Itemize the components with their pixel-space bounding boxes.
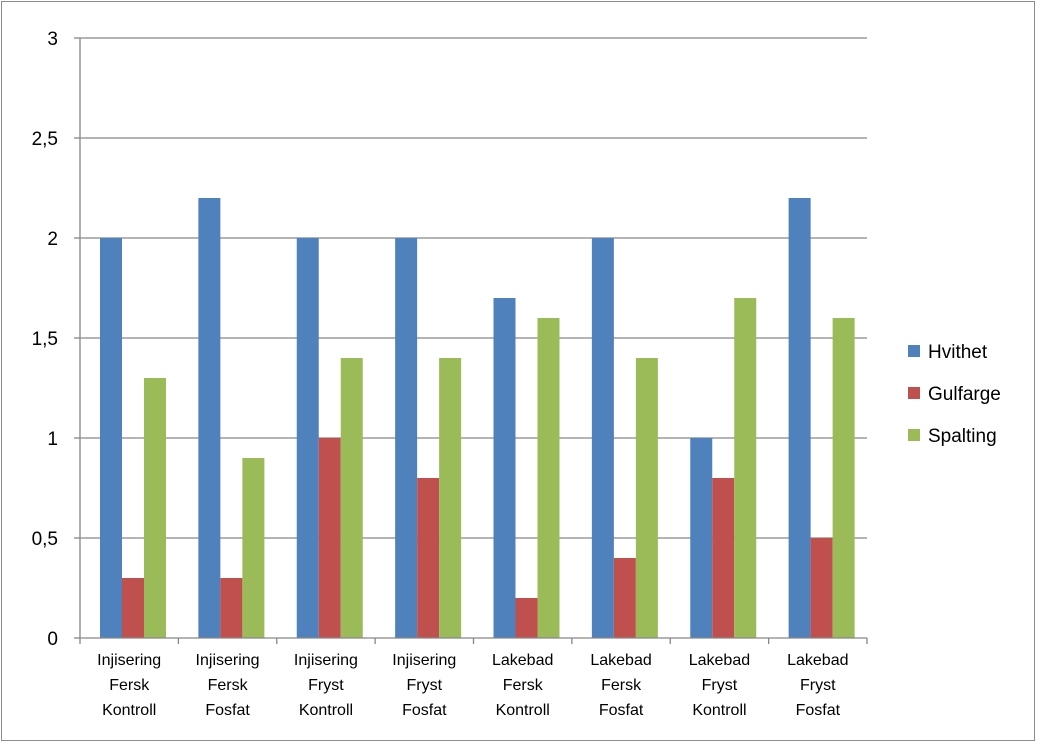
legend-label-gulfarge: Gulfarge (928, 384, 1001, 405)
bar-spalting (144, 378, 166, 638)
bar-spalting (242, 458, 265, 638)
bar-hvithet (788, 198, 811, 638)
x-category-label-line: Kontroll (102, 702, 156, 719)
x-category-label-line: Kontroll (299, 702, 353, 719)
x-category-label-line: Lakebad (590, 652, 651, 669)
x-category-label: Injisering Fersk Fosfat (196, 652, 260, 719)
y-tick-label: 0,5 (32, 529, 58, 550)
bar-hvithet (690, 438, 713, 638)
bar-hvithet (395, 238, 418, 638)
x-category-label-line: Fersk (503, 677, 544, 694)
x-category-label-line: Injisering (196, 652, 260, 669)
bar-gulfarge (122, 578, 144, 638)
bar-gulfarge (220, 578, 243, 638)
bar-spalting (340, 358, 363, 638)
x-category-label-line: Lakebad (787, 652, 848, 669)
x-category-label-line: Fryst (702, 677, 738, 694)
y-tick-label: 3 (47, 29, 58, 50)
bar-gulfarge (810, 538, 833, 638)
x-category-label: Injisering Fryst Kontroll (294, 652, 358, 719)
bar-gulfarge (318, 438, 341, 638)
bar-spalting (734, 298, 757, 638)
bar-gulfarge (417, 478, 440, 638)
x-category-label-line: Fosfat (599, 702, 644, 719)
x-category-label: Injisering Fryst Fosfat (392, 652, 456, 719)
bar-spalting (537, 318, 560, 638)
x-category-label-line: Injisering (97, 652, 161, 669)
bar-hvithet (493, 298, 516, 638)
bar-spalting (439, 358, 462, 638)
x-category-label-line: Kontroll (496, 702, 550, 719)
bar-hvithet (296, 238, 319, 638)
legend-swatch-hvithet (908, 345, 920, 357)
y-tick-label: 2 (47, 229, 58, 250)
bar-hvithet (198, 198, 221, 638)
bar-gulfarge (712, 478, 735, 638)
x-category-label-line: Fryst (800, 677, 836, 694)
y-tick-label: 1,5 (32, 329, 58, 350)
bar-gulfarge (515, 598, 538, 638)
bar-gulfarge (613, 558, 636, 638)
x-category-label-line: Lakebad (689, 652, 750, 669)
x-category-label-line: Injisering (294, 652, 358, 669)
bar-spalting (635, 358, 658, 638)
x-category-label-line: Fryst (407, 677, 443, 694)
x-category-label-line: Fosfat (402, 702, 447, 719)
x-category-label-line: Fosfat (205, 702, 250, 719)
legend-label-spalting: Spalting (928, 426, 997, 447)
x-category-label-line: Injisering (392, 652, 456, 669)
x-category-label-line: Fersk (601, 677, 642, 694)
legend-swatch-gulfarge (908, 387, 920, 399)
y-tick-label: 0 (47, 629, 58, 650)
x-category-label: Injisering Fersk Kontroll (97, 652, 161, 719)
legend-label-hvithet: Hvithet (928, 342, 988, 363)
x-category-label-line: Fersk (109, 677, 150, 694)
y-tick-label: 2,5 (32, 129, 58, 150)
x-category-label-line: Lakebad (492, 652, 553, 669)
legend: Hvithet Gulfarge Spalting (908, 342, 1001, 447)
x-category-label: Lakebad Fryst Kontroll (689, 652, 750, 719)
x-category-label-line: Kontroll (692, 702, 746, 719)
bar-spalting (832, 318, 855, 638)
legend-swatch-spalting (908, 429, 920, 441)
x-category-label-line: Fersk (208, 677, 249, 694)
y-tick-label: 1 (47, 429, 58, 450)
x-category-label-line: Fryst (308, 677, 344, 694)
x-category-label: Lakebad Fersk Fosfat (590, 652, 651, 719)
bar-hvithet (591, 238, 614, 638)
x-category-label-line: Fosfat (796, 702, 841, 719)
bar-layer (100, 198, 855, 638)
bar-hvithet (100, 238, 122, 638)
x-category-label: Lakebad Fryst Fosfat (787, 652, 848, 719)
x-category-label: Lakebad Fersk Kontroll (492, 652, 553, 719)
